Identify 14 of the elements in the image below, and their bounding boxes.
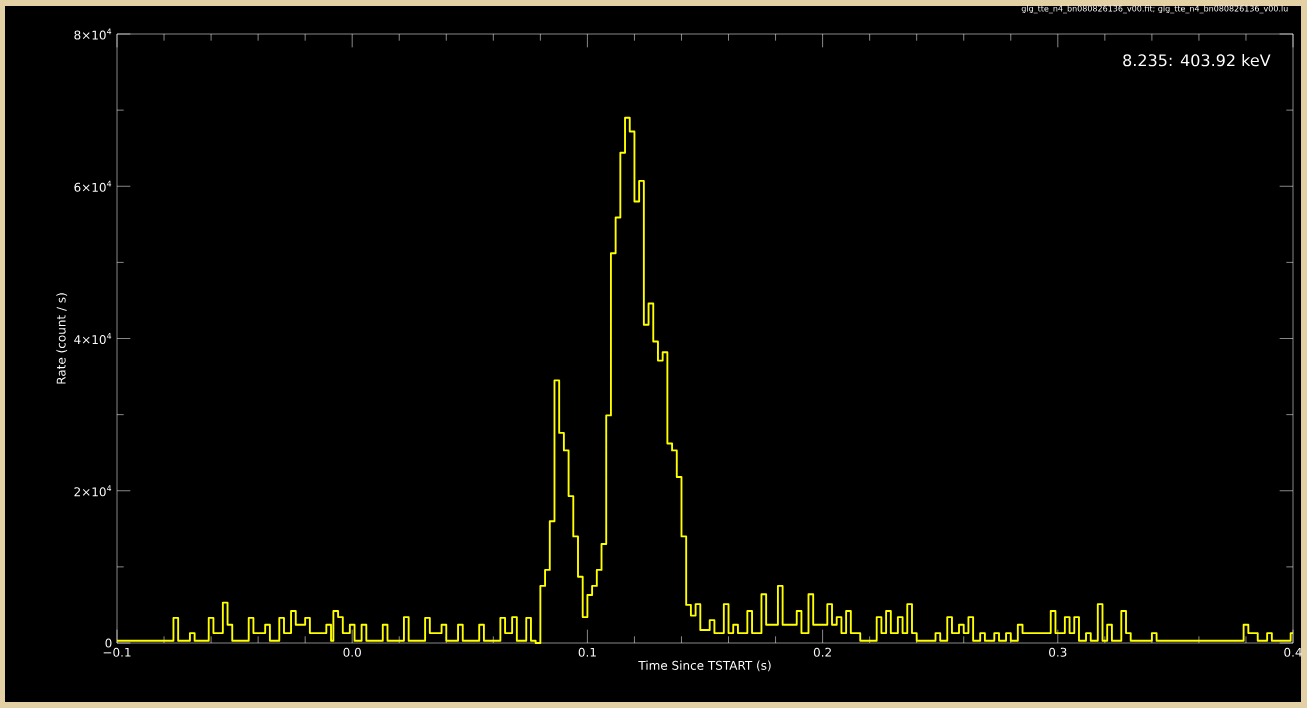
y-tick-label: 2×10$^{4}$ [74, 485, 112, 497]
y-tick-label: 0 [105, 638, 112, 648]
annotation: 8.235: 403.92 keV [1123, 53, 1271, 67]
x-tick-label: −0.1 [103, 647, 131, 657]
y-tick-label: 4×10$^{4}$ [74, 332, 112, 345]
y-axis-title: Rate (count / s) [56, 293, 68, 384]
chart-title: glg_tte_n4_bn080826136_v00.fit; glg_tte_n4_bn080826136_v00.lu [1021, 5, 1288, 14]
x-tick-label: 0.0 [343, 647, 361, 657]
x-tick-label: 0.3 [1049, 647, 1067, 657]
y-tick-label: 8×10$^{4}$ [74, 28, 112, 40]
x-tick-label: 0.1 [578, 647, 596, 657]
x-tick-label: 0.2 [813, 647, 831, 657]
y-tick-label: 6×10$^{4}$ [74, 180, 112, 192]
x-axis-title: Time Since TSTART (s) [638, 660, 771, 672]
